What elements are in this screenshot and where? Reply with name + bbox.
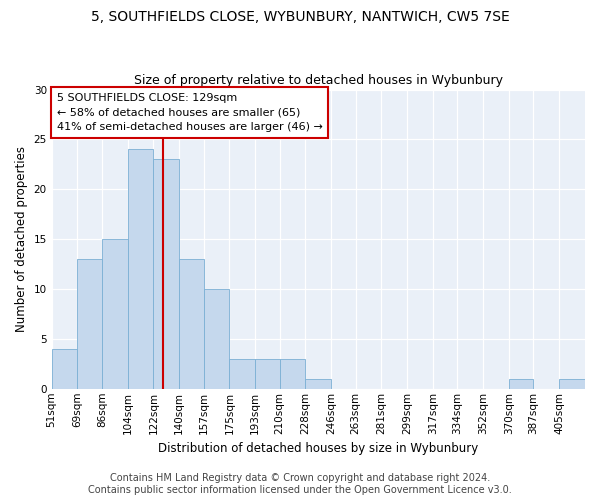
Bar [280,359,305,389]
X-axis label: Distribution of detached houses by size in Wybunbury: Distribution of detached houses by size … [158,442,478,455]
Bar [77,259,102,389]
Bar [255,359,280,389]
Text: 5 SOUTHFIELDS CLOSE: 129sqm
← 58% of detached houses are smaller (65)
41% of sem: 5 SOUTHFIELDS CLOSE: 129sqm ← 58% of det… [57,92,323,132]
Y-axis label: Number of detached properties: Number of detached properties [15,146,28,332]
Bar [305,379,331,389]
Title: Size of property relative to detached houses in Wybunbury: Size of property relative to detached ho… [134,74,503,87]
Text: Contains HM Land Registry data © Crown copyright and database right 2024.
Contai: Contains HM Land Registry data © Crown c… [88,474,512,495]
Bar [52,349,77,389]
Bar [509,379,533,389]
Bar [179,259,203,389]
Bar [203,289,229,389]
Bar [128,150,154,389]
Bar [229,359,255,389]
Bar [559,379,585,389]
Bar [102,239,128,389]
Text: 5, SOUTHFIELDS CLOSE, WYBUNBURY, NANTWICH, CW5 7SE: 5, SOUTHFIELDS CLOSE, WYBUNBURY, NANTWIC… [91,10,509,24]
Bar [154,160,179,389]
